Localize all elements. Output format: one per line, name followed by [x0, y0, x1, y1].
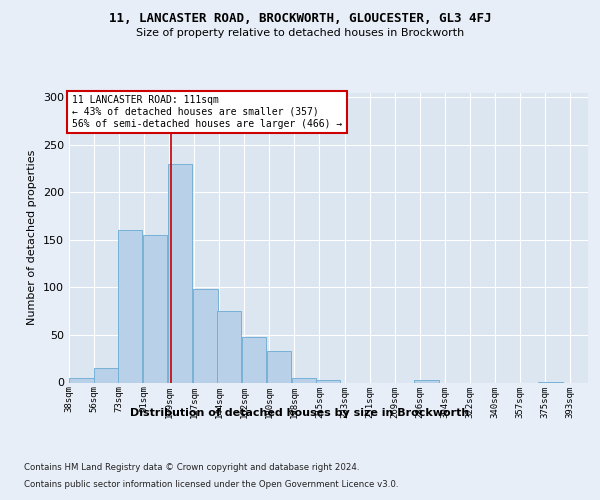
Y-axis label: Number of detached properties: Number of detached properties	[28, 150, 37, 325]
Bar	[292, 378, 316, 382]
Bar	[70, 378, 94, 382]
Bar	[143, 235, 167, 382]
Bar	[193, 290, 218, 382]
Bar	[94, 368, 119, 382]
Text: Size of property relative to detached houses in Brockworth: Size of property relative to detached ho…	[136, 28, 464, 38]
Text: 11, LANCASTER ROAD, BROCKWORTH, GLOUCESTER, GL3 4FJ: 11, LANCASTER ROAD, BROCKWORTH, GLOUCEST…	[109, 12, 491, 26]
Text: 11 LANCASTER ROAD: 111sqm
← 43% of detached houses are smaller (357)
56% of semi: 11 LANCASTER ROAD: 111sqm ← 43% of detac…	[71, 96, 342, 128]
Bar	[242, 337, 266, 382]
Bar	[217, 311, 241, 382]
Bar	[267, 351, 291, 382]
Bar	[168, 164, 193, 382]
Text: Distribution of detached houses by size in Brockworth: Distribution of detached houses by size …	[130, 408, 470, 418]
Bar	[415, 380, 439, 382]
Text: Contains public sector information licensed under the Open Government Licence v3: Contains public sector information licen…	[24, 480, 398, 489]
Bar	[316, 380, 340, 382]
Bar	[118, 230, 142, 382]
Text: Contains HM Land Registry data © Crown copyright and database right 2024.: Contains HM Land Registry data © Crown c…	[24, 462, 359, 471]
